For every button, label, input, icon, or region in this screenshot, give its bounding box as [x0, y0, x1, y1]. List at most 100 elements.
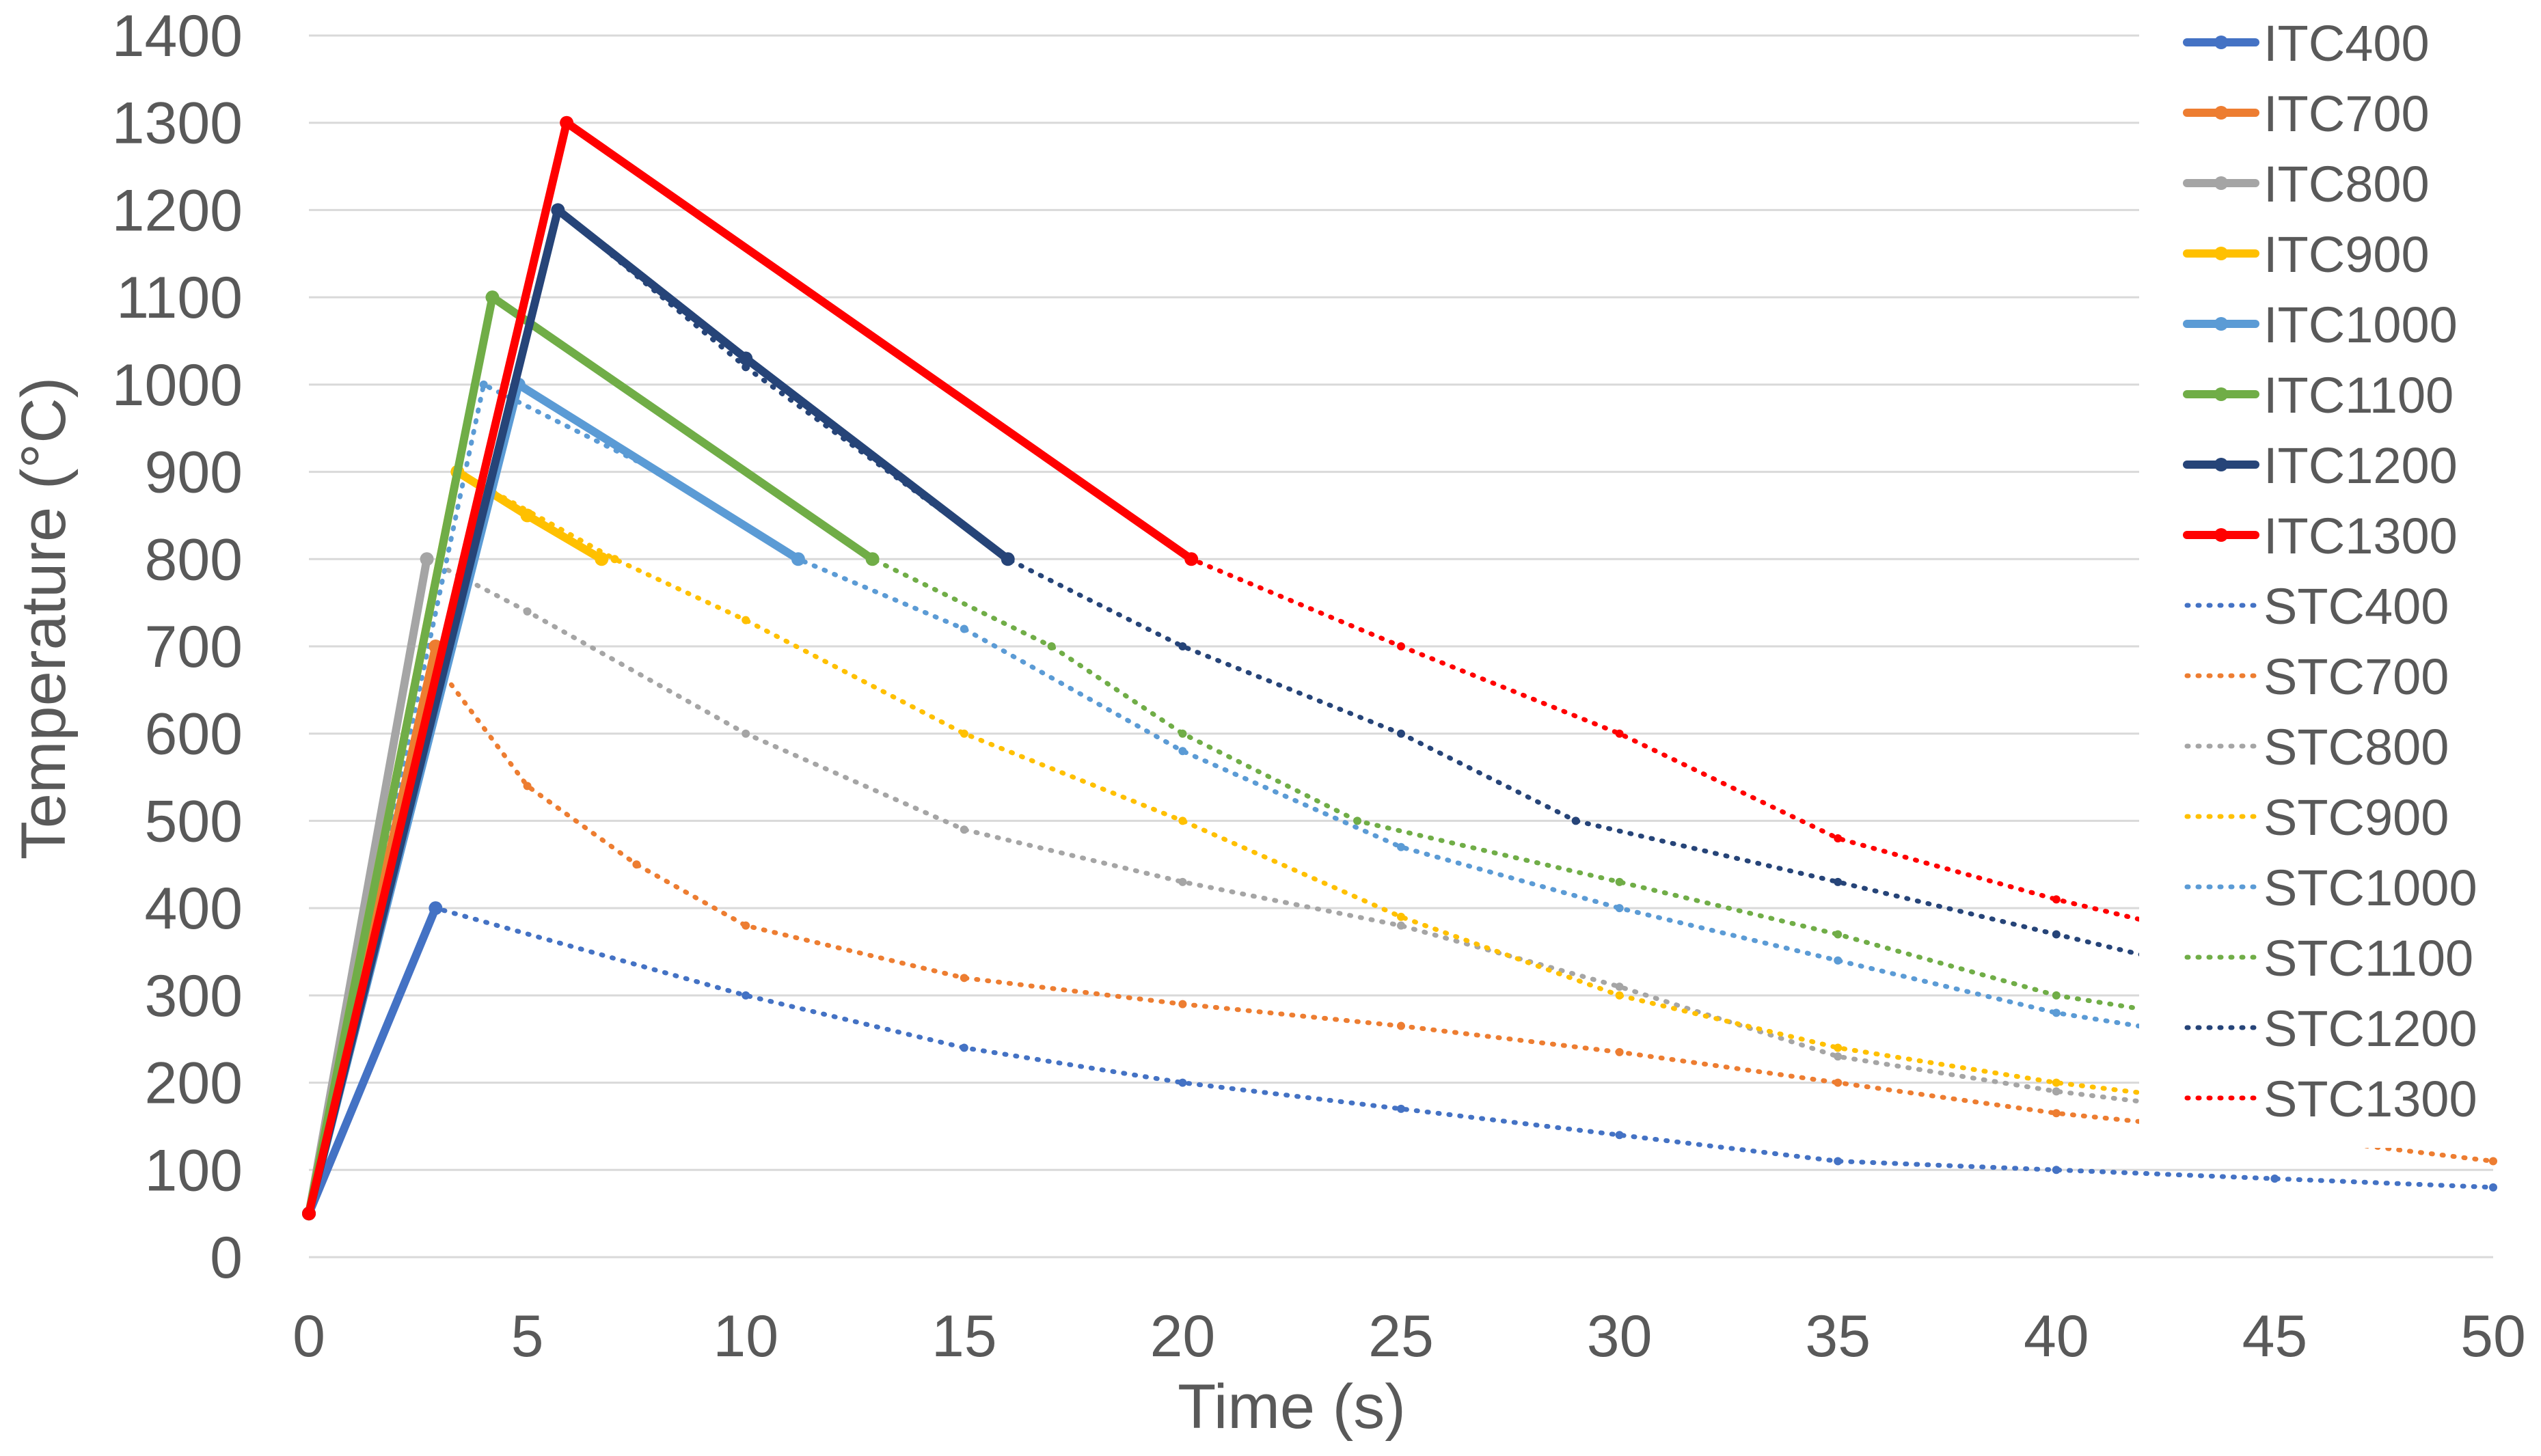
y-tick-label: 400 [145, 876, 243, 942]
x-axis-title: Time (s) [1178, 1372, 1406, 1442]
legend-label: ITC700 [2264, 85, 2430, 142]
data-point-stc700 [1397, 1021, 1405, 1030]
legend-label: ITC1100 [2264, 367, 2454, 424]
data-point-stc700 [1178, 1000, 1187, 1008]
legend-item-stc1300: STC1300 [2184, 1071, 2477, 1127]
legend-item-itc1200: ITC1200 [2183, 437, 2458, 494]
data-point-stc700 [2052, 1109, 2061, 1118]
data-point-itc1300 [560, 115, 574, 130]
x-tick-label: 50 [2460, 1304, 2526, 1369]
y-tick-label: 500 [145, 788, 243, 854]
data-point-stc900 [1397, 912, 1405, 921]
y-tick-label: 900 [145, 440, 243, 506]
legend-label: STC1100 [2264, 930, 2473, 987]
data-point-stc700 [1615, 1047, 1624, 1056]
data-point-stc1300 [1834, 834, 1843, 842]
data-point-stc1100 [1178, 729, 1187, 738]
data-point-stc1000 [479, 380, 488, 389]
legend-label: ITC1200 [2264, 437, 2458, 494]
legend-label: STC1200 [2264, 1000, 2477, 1057]
data-point-stc800 [742, 729, 750, 738]
data-point-stc1100 [1047, 642, 1056, 650]
series-line-stc900 [306, 469, 2496, 1216]
data-point-stc900 [1834, 1043, 1843, 1052]
legend-item-itc1000: ITC1000 [2183, 297, 2458, 353]
data-point-itc1200 [551, 203, 565, 217]
data-point-stc400 [2270, 1175, 2279, 1183]
data-point-stc1100 [1353, 816, 1362, 825]
legend-label: STC1000 [2264, 860, 2477, 916]
data-point-stc400 [960, 1043, 968, 1052]
legend-label: ITC1300 [2264, 508, 2458, 564]
y-gridlines [309, 34, 2493, 1259]
data-point-stc700 [1834, 1078, 1843, 1087]
data-point-itc1200 [1001, 552, 1015, 566]
x-tick-label: 20 [1150, 1304, 1216, 1369]
y-tick-label: 1300 [112, 91, 243, 156]
data-point-stc1300 [1615, 729, 1624, 738]
data-point-stc1200 [2052, 930, 2061, 939]
data-point-stc700 [960, 974, 968, 983]
y-tick-label: 1100 [116, 265, 243, 331]
legend-background [2139, 14, 2541, 1148]
data-point-itc800 [420, 552, 434, 566]
data-point-stc1200 [1834, 877, 1843, 886]
data-point-stc900 [2052, 1078, 2061, 1087]
legend-marker [2214, 106, 2228, 120]
y-tick-label: 0 [210, 1225, 243, 1291]
y-tick-label: 1400 [112, 3, 243, 69]
legend-item-stc400: STC400 [2184, 578, 2449, 635]
data-point-stc400 [742, 991, 750, 1000]
data-point-stc1000 [1615, 904, 1624, 913]
legend-label: STC700 [2264, 648, 2449, 705]
x-tick-label: 25 [1368, 1304, 1434, 1369]
data-point-stc400 [2489, 1183, 2497, 1192]
data-point-stc1200 [1178, 642, 1187, 650]
x-tick-label: 15 [932, 1304, 997, 1369]
legend-item-itc900: ITC900 [2183, 226, 2430, 283]
legend-item-stc900: STC900 [2184, 789, 2449, 846]
data-point-stc800 [960, 825, 968, 834]
data-point-itc1300 [1184, 552, 1199, 566]
data-point-stc700 [2489, 1157, 2497, 1166]
y-tick-label: 200 [145, 1051, 243, 1116]
legend-marker [2214, 387, 2228, 401]
data-point-stc900 [610, 555, 619, 564]
legend-item-itc1300: ITC1300 [2183, 508, 2458, 564]
data-point-itc1000 [791, 552, 805, 566]
legend-item-stc1100: STC1100 [2184, 930, 2473, 987]
data-point-stc1300 [1397, 642, 1405, 650]
x-tick-label: 5 [511, 1304, 544, 1369]
x-tick-label: 40 [2024, 1304, 2089, 1369]
x-axis-tick-labels: 0 5 10 15 20 25 30 35 40 45 50 [293, 1304, 2526, 1369]
x-tick-label: 30 [1587, 1304, 1653, 1369]
legend-label: STC1300 [2264, 1071, 2477, 1127]
data-point-stc1000 [2052, 1008, 2061, 1017]
legend-item-itc1100: ITC1100 [2183, 367, 2454, 424]
legend-marker [2214, 458, 2228, 471]
y-tick-label: 600 [145, 702, 243, 767]
data-point-stc700 [632, 860, 641, 869]
data-point-stc1200 [1571, 816, 1580, 825]
x-tick-label: 0 [293, 1304, 325, 1369]
data-point-stc400 [1178, 1078, 1187, 1087]
data-point-stc1100 [1615, 877, 1624, 886]
legend-item-itc800: ITC800 [2183, 156, 2430, 212]
legend-marker [2214, 247, 2228, 260]
series-line-itc400 [305, 904, 440, 1218]
data-point-stc800 [523, 607, 532, 616]
data-point-stc900 [742, 616, 750, 624]
y-tick-label: 300 [145, 963, 243, 1029]
legend-label: ITC900 [2264, 226, 2430, 283]
legend-label: ITC400 [2264, 15, 2430, 72]
legend-label: ITC1000 [2264, 297, 2458, 353]
legend-marker [2214, 36, 2228, 49]
data-point-stc400 [1615, 1131, 1624, 1140]
legend-item-stc700: STC700 [2184, 648, 2449, 705]
data-point-stc800 [1615, 983, 1624, 991]
series-line-itc1200 [305, 206, 1012, 1218]
x-tick-label: 35 [1805, 1304, 1871, 1369]
y-tick-label: 100 [145, 1138, 243, 1203]
data-point-stc900 [1615, 991, 1624, 1000]
